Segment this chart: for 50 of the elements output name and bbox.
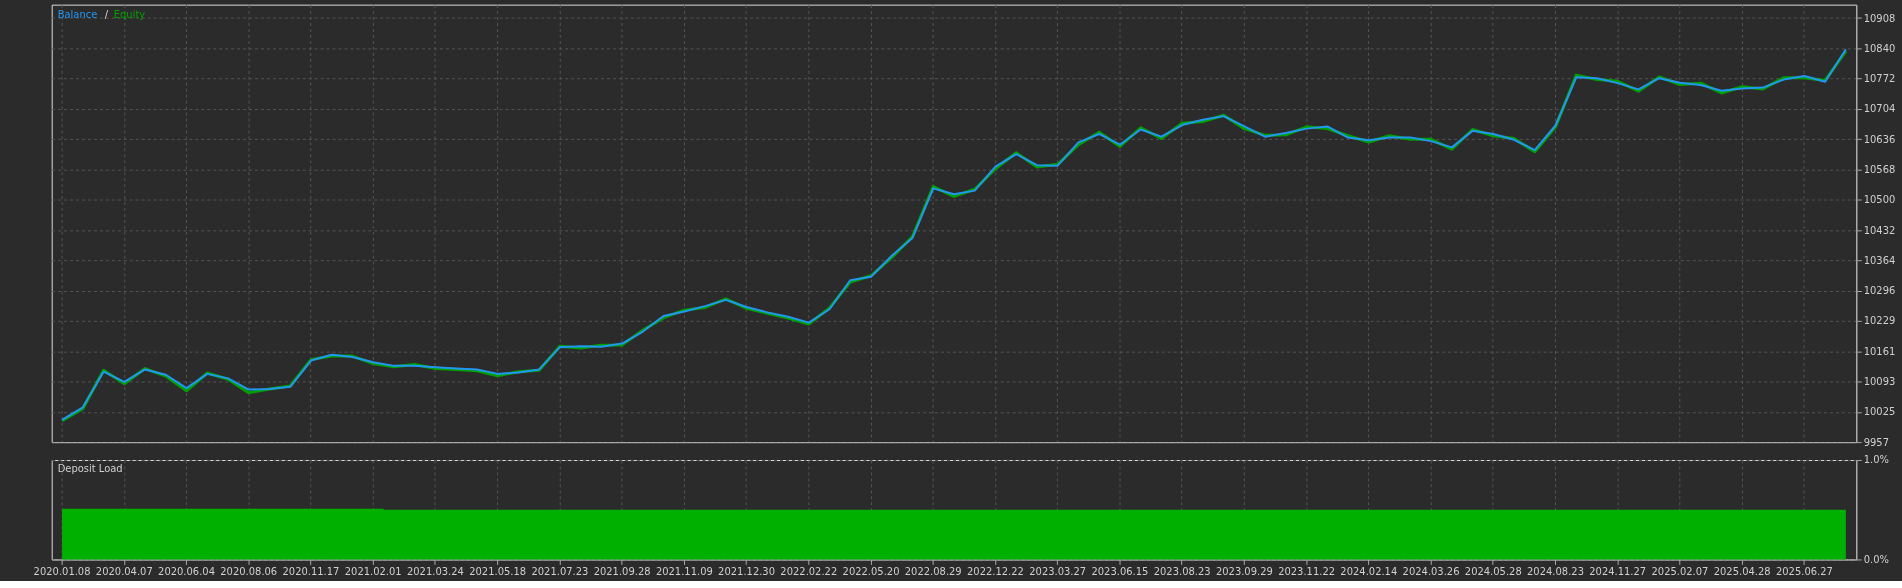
y-tick-label: 9957: [1863, 436, 1890, 448]
y-tick-label: 10093: [1863, 375, 1896, 387]
y-tick-label: 10025: [1863, 406, 1896, 418]
x-tick-label: 2022.08.29: [904, 565, 962, 577]
annotation: /: [104, 8, 109, 20]
x-tick-label: 2021.02.01: [344, 565, 402, 577]
x-tick-label: 2024.02.14: [1340, 565, 1398, 577]
x-tick-label: 2020.04.07: [95, 565, 153, 577]
x-tick-label: 2022.05.20: [842, 565, 900, 577]
y-tick-label: 10161: [1863, 345, 1896, 357]
y-tick-label: 10772: [1863, 73, 1896, 85]
y-tick-label: 10296: [1863, 285, 1896, 297]
x-tick-label: 2025.04.28: [1713, 565, 1771, 577]
x-tick-label: 2023.11.22: [1278, 565, 1336, 577]
x-tick-label: 2024.08.23: [1527, 565, 1584, 577]
x-tick-label: 2022.02.22: [780, 565, 838, 577]
x-tick-label: 2024.11.27: [1589, 565, 1647, 577]
y-tick-label: 10500: [1863, 194, 1896, 206]
y-tick-label: 10568: [1863, 164, 1896, 176]
x-tick-label: 2024.05.28: [1464, 565, 1522, 577]
y-tick-label: 10908: [1863, 12, 1896, 24]
x-tick-label: 2020.11.17: [282, 565, 340, 577]
x-tick-label: 2023.03.27: [1029, 565, 1087, 577]
x-tick-label: 2024.03.26: [1402, 565, 1460, 577]
x-tick-label: 2023.09.29: [1215, 565, 1273, 577]
x-tick-label: 2023.06.15: [1091, 565, 1149, 577]
y-tick-label: 10432: [1863, 224, 1896, 236]
x-tick-label: 2021.05.18: [469, 565, 527, 577]
x-tick-label: 2020.01.08: [33, 565, 91, 577]
y-tick-label: 1.0%: [1863, 454, 1889, 466]
x-tick-label: 2020.08.06: [220, 565, 278, 577]
x-tick-label: 2021.09.28: [593, 565, 651, 577]
x-tick-label: 2025.02.07: [1651, 565, 1709, 577]
x-tick-label: 2021.11.09: [655, 565, 713, 577]
chart-title: Deposit Load: [57, 462, 123, 474]
text: Equity: [113, 8, 146, 20]
x-tick-label: 2021.12.30: [718, 565, 776, 577]
x-tick-label: 2023.08.23: [1153, 565, 1211, 577]
x-tick-label: 2021.03.24: [406, 565, 464, 577]
x-tick-label: 2022.12.22: [967, 565, 1024, 577]
y-tick-label: 0.0%: [1863, 553, 1889, 565]
y-tick-label: 10704: [1863, 103, 1896, 115]
y-tick-label: 10229: [1863, 315, 1896, 327]
text: Balance: [57, 8, 98, 20]
y-tick-label: 10364: [1863, 255, 1896, 267]
y-tick-label: 10636: [1863, 133, 1896, 145]
x-tick-label: 2020.06.04: [158, 565, 215, 577]
y-tick-label: 10840: [1863, 42, 1896, 54]
x-tick-label: 2021.07.23: [531, 565, 589, 577]
x-tick-label: 2025.06.27: [1775, 565, 1833, 577]
